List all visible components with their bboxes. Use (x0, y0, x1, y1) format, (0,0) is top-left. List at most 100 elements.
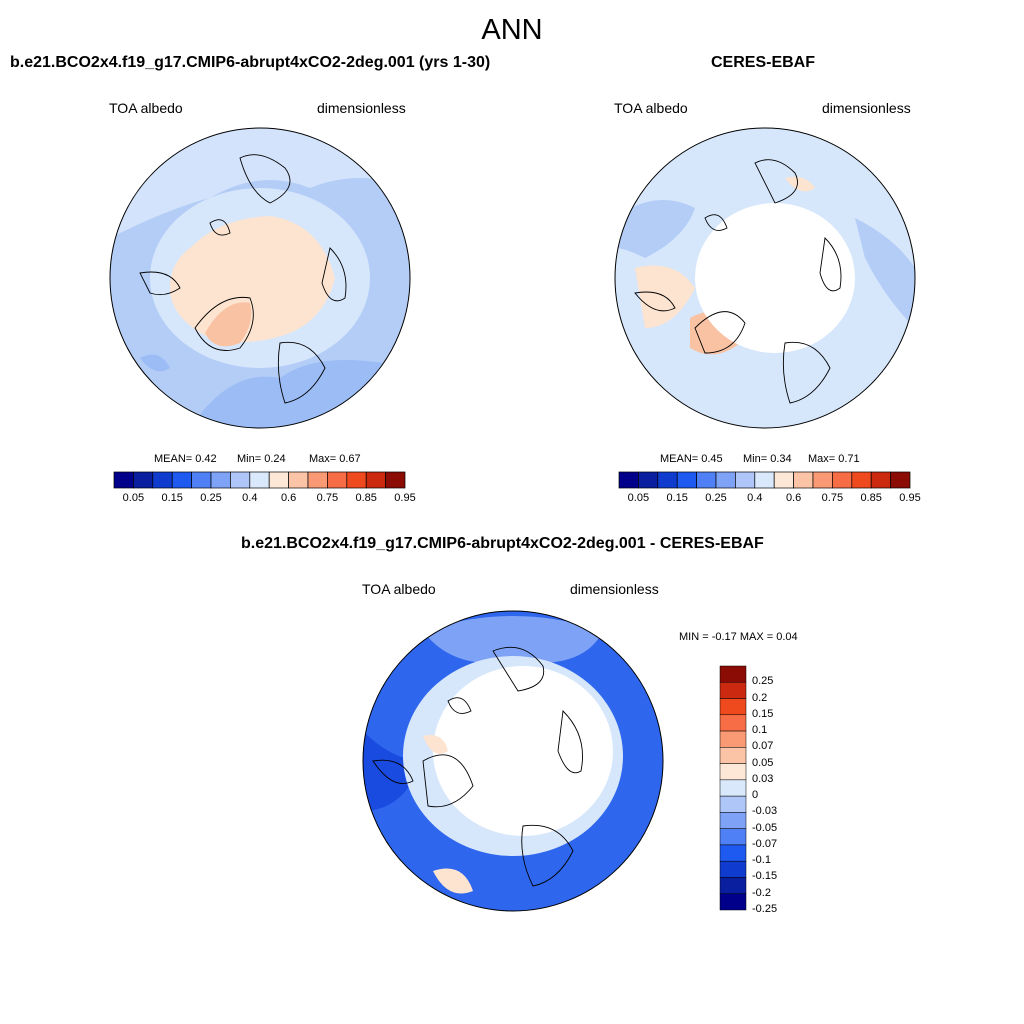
colorbar-tick-label: 0.6 (785, 492, 802, 504)
colorbar-tick-label: 0.2 (752, 691, 768, 704)
colorbar-tick-label: 0.05 (627, 492, 650, 504)
obs-max-stat: Max= 0.71 (808, 453, 860, 465)
colorbar-tick-label: 0.25 (705, 492, 727, 504)
colorbar-tick-label: 0.95 (394, 492, 416, 504)
colorbar-swatch (719, 682, 747, 699)
obs-mean-stat: MEAN= 0.45 (660, 453, 723, 465)
obs-panel-title: CERES-EBAF (711, 54, 816, 71)
colorbar-swatch (719, 763, 747, 781)
colorbar-swatch (152, 471, 173, 489)
colorbar-tick-label: 0.05 (122, 492, 145, 504)
colorbar-tick-label: 0.15 (752, 707, 774, 720)
colorbar-swatch (719, 714, 747, 732)
diff-panel-title: b.e21.BCO2x4.f19_g17.CMIP6-abrupt4xCO2-2… (241, 535, 764, 552)
map-boundary (109, 127, 411, 429)
coastlines (634, 159, 842, 404)
colorbar-swatch (719, 828, 747, 846)
obs-min-stat: Min= 0.34 (743, 453, 792, 465)
map-region-ice (695, 203, 855, 353)
map-region-ice (433, 666, 613, 836)
map-boundary (362, 610, 664, 912)
colorbar-tick-label: 0.85 (860, 492, 882, 504)
obs-colorbar-labels: 0.05 0.15 0.25 0.4 0.6 0.75 0.85 0.95 (619, 492, 921, 506)
colorbar-tick-label: 0.6 (280, 492, 297, 504)
colorbar-swatch (346, 471, 367, 489)
map-region-light (110, 128, 410, 238)
colorbar-tick-label: 0.25 (752, 675, 774, 688)
colorbar-tick-label: 0.05 (752, 756, 774, 769)
colorbar-swatch (719, 730, 747, 748)
coastlines (372, 646, 583, 887)
diff-colorbar (719, 665, 747, 911)
colorbar-tick-label: -0.07 (752, 837, 778, 850)
colorbar-tick-label: -0.25 (752, 903, 778, 915)
model-panel-title: b.e21.BCO2x4.f19_g17.CMIP6-abrupt4xCO2-2… (10, 54, 491, 71)
colorbar-tick-label: -0.05 (752, 821, 778, 834)
diff-minmax-stat: MIN = -0.17 MAX = 0.04 (679, 631, 798, 643)
colorbar-tick-label: 0.07 (752, 740, 774, 753)
colorbar-swatch (618, 471, 639, 489)
obs-polar-map (614, 127, 916, 429)
colorbar-tick-label: 0.4 (242, 492, 258, 504)
colorbar-swatch (288, 471, 309, 489)
map-region-peach (785, 176, 815, 192)
colorbar-swatch (249, 471, 270, 489)
colorbar-swatch (719, 893, 747, 911)
map-boundary (614, 127, 916, 429)
model-max-stat: Max= 0.67 (309, 453, 361, 465)
model-colorbar-labels: 0.05 0.15 0.25 0.4 0.6 0.75 0.85 0.95 (114, 492, 416, 506)
coastlines (139, 154, 347, 404)
colorbar-swatch (719, 665, 747, 683)
colorbar-tick-label: -0.1 (752, 854, 771, 867)
map-region-mid (855, 218, 915, 328)
colorbar-swatch (812, 471, 833, 489)
model-min-stat: Min= 0.24 (237, 453, 286, 465)
colorbar-swatch (719, 877, 747, 894)
obs-variable-label: TOA albedo (614, 100, 688, 116)
colorbar-tick-label: -0.2 (752, 886, 771, 899)
model-mean-stat: MEAN= 0.42 (154, 453, 217, 465)
diff-colorbar-labels: 0.25 0.2 0.15 0.1 0.07 0.05 0.03 0 -0.03 -0.05 -0.… (752, 666, 802, 915)
colorbar-swatch (307, 471, 328, 489)
colorbar-swatch (773, 471, 794, 489)
colorbar-swatch (657, 471, 678, 489)
colorbar-swatch (754, 471, 775, 489)
colorbar-swatch (719, 795, 747, 813)
model-variable-label: TOA albedo (109, 100, 183, 116)
colorbar-tick-label: 0.85 (355, 492, 377, 504)
colorbar-swatch (719, 860, 747, 878)
map-region-peach (423, 735, 448, 754)
map-region-greenland (205, 302, 252, 347)
colorbar-swatch (230, 471, 251, 489)
obs-colorbar (618, 471, 911, 489)
colorbar-swatch (719, 698, 747, 716)
colorbar-swatch (890, 471, 911, 489)
colorbar-swatch (268, 471, 289, 489)
colorbar-swatch (832, 471, 853, 489)
obs-units-label: dimensionless (822, 100, 911, 116)
model-units-label: dimensionless (317, 100, 406, 116)
colorbar-tick-label: 0.25 (200, 492, 222, 504)
model-colorbar (113, 471, 406, 489)
colorbar-tick-label: 0.75 (316, 492, 339, 504)
colorbar-swatch (696, 471, 717, 489)
colorbar-tick-label: 0.1 (752, 724, 768, 737)
colorbar-swatch (719, 812, 747, 829)
colorbar-swatch (365, 471, 386, 489)
diff-units-label: dimensionless (570, 581, 659, 597)
colorbar-tick-label: 0.95 (899, 492, 921, 504)
diff-variable-label: TOA albedo (362, 581, 436, 597)
colorbar-swatch (638, 471, 659, 489)
colorbar-swatch (719, 844, 747, 862)
colorbar-swatch (851, 471, 872, 489)
colorbar-tick-label: 0.03 (752, 772, 774, 785)
colorbar-tick-label: 0 (752, 789, 759, 802)
colorbar-swatch (171, 471, 192, 489)
diff-polar-map (362, 610, 664, 912)
map-region-peach (433, 868, 473, 894)
colorbar-swatch (719, 747, 747, 764)
colorbar-tick-label: 0.4 (747, 492, 763, 504)
colorbar-tick-label: 0.15 (161, 492, 183, 504)
colorbar-tick-label: -0.15 (752, 870, 778, 883)
map-region-mid (615, 200, 695, 258)
